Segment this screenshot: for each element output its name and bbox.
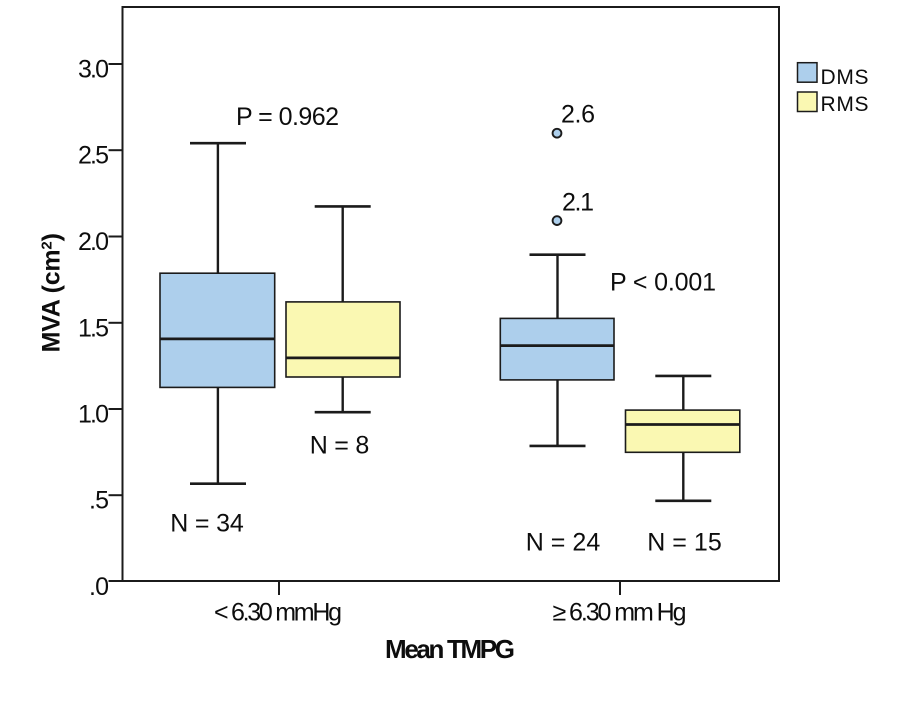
svg-text:2.5: 2.5 xyxy=(78,142,109,170)
svg-text:< 6.30 mmHg: < 6.30 mmHg xyxy=(214,599,342,627)
svg-text:RMS: RMS xyxy=(821,93,869,116)
svg-text:Mean TMPG: Mean TMPG xyxy=(385,634,515,664)
svg-text:N = 34: N = 34 xyxy=(170,509,244,537)
svg-text:N = 24: N = 24 xyxy=(526,528,601,556)
svg-text:.0: .0 xyxy=(89,573,109,601)
svg-text:MVA (cm2): MVA (cm2) xyxy=(38,233,66,352)
svg-text:DMS: DMS xyxy=(821,66,869,89)
svg-text:1.5: 1.5 xyxy=(78,314,109,342)
svg-text:P = 0.962: P = 0.962 xyxy=(236,103,339,131)
svg-text:2.0: 2.0 xyxy=(78,228,109,256)
svg-text:.5: .5 xyxy=(89,487,109,515)
svg-text:3.0: 3.0 xyxy=(78,56,109,84)
svg-text:≥ 6.30 mm Hg: ≥ 6.30 mm Hg xyxy=(553,599,687,627)
svg-text:1.0: 1.0 xyxy=(78,401,109,429)
svg-text:2.6: 2.6 xyxy=(561,100,595,128)
svg-text:N = 8: N = 8 xyxy=(310,432,370,460)
svg-text:N = 15: N = 15 xyxy=(647,528,722,556)
svg-text:P < 0.001: P < 0.001 xyxy=(610,269,716,297)
svg-text:2.1: 2.1 xyxy=(562,189,594,217)
